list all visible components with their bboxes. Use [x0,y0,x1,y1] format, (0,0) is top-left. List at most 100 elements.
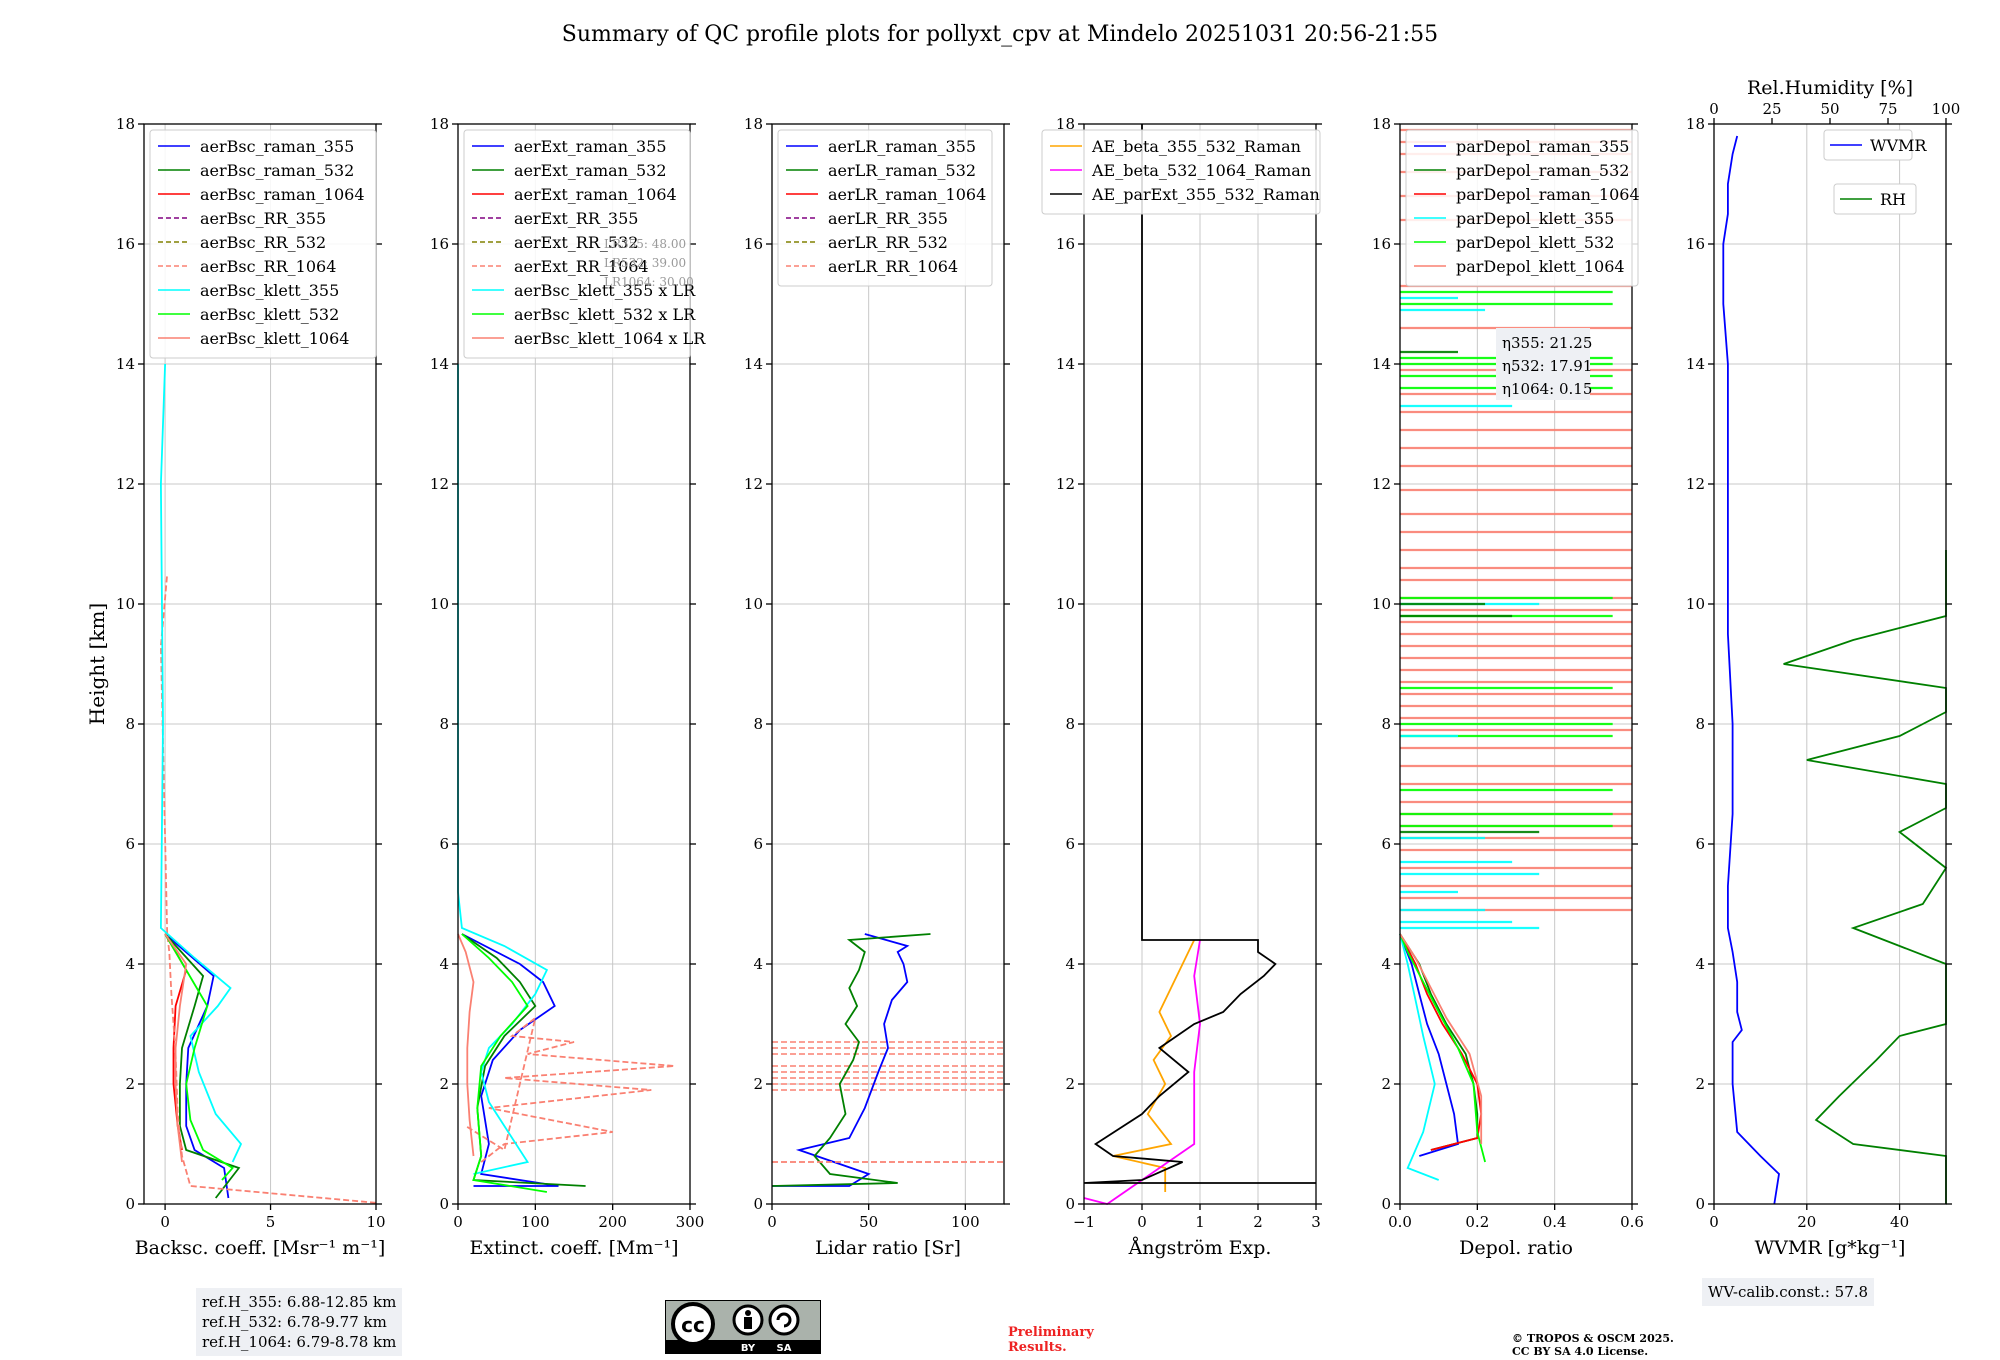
y-tick-label: 2 [1381,1075,1391,1093]
y-tick-label: 16 [430,235,449,253]
top-x-axis-title: Rel.Humidity [%] [1747,77,1913,99]
legend-entry: parDepol_raman_1064 [1456,185,1640,204]
series-parDepol_klett_532 [1399,933,1486,1163]
y-tick-label: 12 [744,475,763,493]
x-tick-label: 0 [1137,1213,1147,1231]
y-tick-label: 12 [1372,475,1391,493]
top-x-tick-label: 25 [1762,100,1781,118]
cc-logo-text: cc [681,1313,705,1337]
legend-entry: aerBsc_klett_532 x LR [514,305,696,324]
legend-entry: aerLR_raman_355 [828,137,976,156]
top-x-tick-label: 75 [1878,100,1897,118]
y-tick-label: 6 [439,835,449,853]
panel-3: 0 2 4 6 8 10 12 14 16 18 0 50 100 Lidar ratio [Sr] aer… [744,115,1010,1259]
x-tick-label: −1 [1073,1213,1095,1231]
plot-frame [457,123,691,1205]
series-AE_beta_355_532_Raman [1112,939,1196,1192]
y-tick-label: 14 [1372,355,1391,373]
preliminary-line-2: Results. [1008,1340,1067,1355]
y-tick-label: 12 [1686,475,1705,493]
legend-entry: AE_parExt_355_532_Raman [1091,185,1320,204]
x-tick-label: 200 [598,1213,627,1231]
series-aerLR_raman_355 [772,933,910,1187]
y-tick-label: 2 [1695,1075,1705,1093]
y-tick-label: 14 [430,355,449,373]
y-tick-label: 12 [116,475,135,493]
cc-by-label: BY [741,1343,756,1354]
x-tick-label: 40 [1890,1213,1909,1231]
series-aerLR_raman_532 [771,933,931,1187]
y-tick-label: 14 [744,355,763,373]
series-aerExt_RR_1064 [465,1015,675,1163]
legend-entry: aerBsc_raman_355 [200,137,354,156]
page-title: Summary of QC profile plots for pollyxt_… [561,22,1439,47]
lidar-ratio-annotation: LR355: 48.00 [604,237,686,251]
wv-calibration-box: WV-calib.const.: 57.8 [1702,1278,1875,1306]
x-tick-label: 10 [366,1213,385,1231]
legend-entry: aerBsc_raman_1064 [200,185,365,204]
series-aerBsc_klett_532 x LR [461,933,548,1193]
legend-box [1833,183,1917,215]
legend-entry: aerBsc_RR_1064 [200,257,336,276]
ref-height-355: ref.H_355: 6.88-12.85 km [202,1293,397,1311]
legend-entry: RH [1880,190,1906,209]
x-axis-title: Depol. ratio [1459,1237,1573,1259]
series-RH [1783,550,1948,1204]
y-tick-label: 10 [1372,595,1391,613]
x-axis-title: Ångström Exp. [1128,1237,1272,1259]
y-tick-label: 6 [1381,835,1391,853]
y-tick-label: 18 [744,115,763,133]
x-tick-label: 0.0 [1388,1213,1412,1231]
legend-entry: aerExt_raman_1064 [514,185,677,204]
series-aerBsc_klett_532 [164,933,234,1181]
legend-entry: parDepol_klett_532 [1456,233,1614,252]
y-axis-title: Height [km] [85,603,109,725]
y-tick-label: 8 [1065,715,1075,733]
y-tick-label: 4 [1065,955,1075,973]
legend-entry: parDepol_klett_1064 [1456,257,1625,276]
legend-entry: aerBsc_klett_1064 [200,329,349,348]
license-note: © TROPOS & OSCM 2025. CC BY SA 4.0 Licen… [1512,1332,1674,1358]
y-tick-label: 6 [1695,835,1705,853]
y-tick-label: 8 [1695,715,1705,733]
legend-entry: parDepol_raman_355 [1456,137,1629,156]
y-tick-label: 2 [1065,1075,1075,1093]
legend-box [777,129,993,287]
y-tick-label: 4 [439,955,449,973]
y-tick-label: 10 [744,595,763,613]
y-tick-label: 14 [116,355,135,373]
legend-entry: aerExt_RR_355 [514,209,638,228]
legend-entry: aerExt_RR_532 [514,233,638,252]
plot-frame [1399,123,1633,1205]
x-tick-label: 0 [1709,1213,1719,1231]
x-tick-label: 0 [160,1213,170,1231]
y-tick-label: 0 [439,1195,449,1213]
cc-sa-label: SA [777,1343,792,1354]
legend-box [1823,129,1913,161]
legend-entry: aerLR_raman_1064 [828,185,986,204]
legend-entry: aerLR_RR_1064 [828,257,958,276]
x-tick-label: 0.4 [1543,1213,1567,1231]
reference-height-box: ref.H_355: 6.88-12.85 km ref.H_532: 6.78… [196,1288,403,1356]
preliminary-note: Preliminary Results. [1008,1325,1094,1355]
y-tick-label: 8 [125,715,135,733]
legend-entry: aerBsc_raman_532 [200,161,354,180]
y-tick-label: 6 [1065,835,1075,853]
x-axis-title: WVMR [g*kg⁻¹] [1755,1237,1906,1259]
x-tick-label: 20 [1797,1213,1816,1231]
legend-entry: aerBsc_klett_1064 x LR [514,329,706,348]
y-tick-label: 0 [125,1195,135,1213]
series-AE_parExt_355_532_Raman [1083,124,1316,1184]
series-parDepol_raman_355 [1399,933,1459,1157]
x-tick-label: 1 [1195,1213,1205,1231]
y-tick-label: 14 [1686,355,1705,373]
lidar-ratio-annotation: LR1064: 30.00 [604,275,694,289]
x-axis-title: Backsc. coeff. [Msr⁻¹ m⁻¹] [135,1237,386,1259]
x-tick-label: 0.6 [1620,1213,1644,1231]
y-tick-label: 4 [1381,955,1391,973]
plot-frame [143,123,377,1205]
x-tick-label: 2 [1253,1213,1263,1231]
x-tick-label: 50 [859,1213,878,1231]
y-tick-label: 16 [116,235,135,253]
